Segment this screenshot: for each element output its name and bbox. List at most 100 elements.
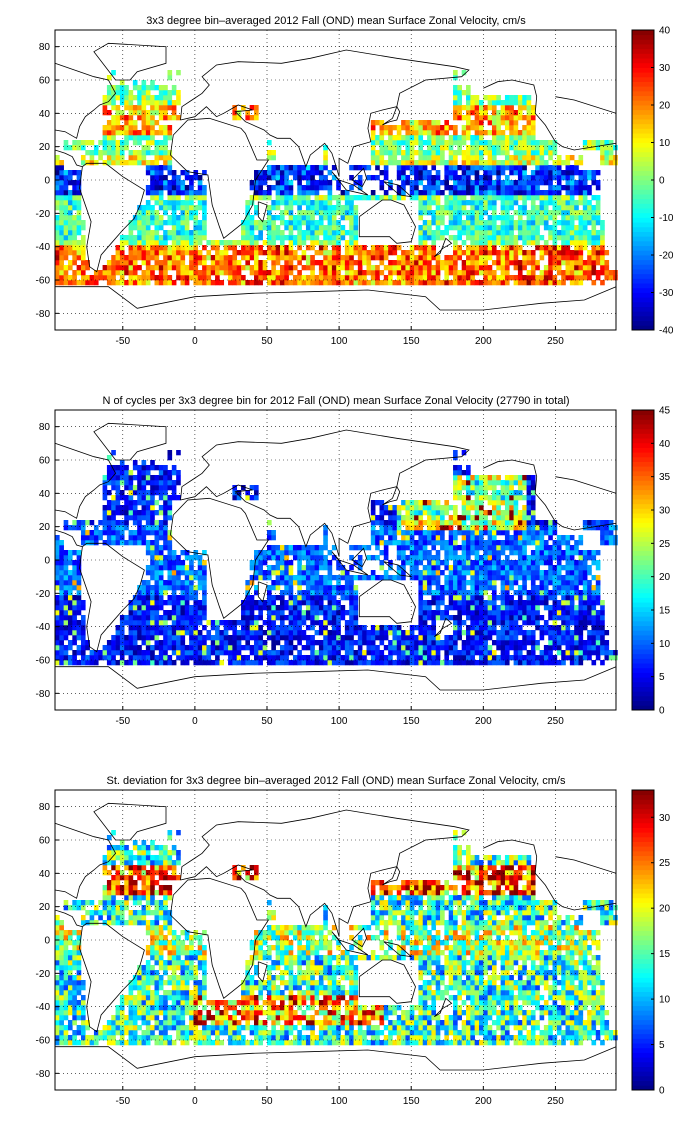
- heatmap-cell: [258, 245, 263, 250]
- heatmap-cell: [410, 540, 415, 545]
- heatmap-cell: [384, 130, 389, 135]
- heatmap-cell: [557, 180, 562, 185]
- heatmap-cell: [332, 280, 337, 285]
- heatmap-cell: [297, 615, 302, 620]
- heatmap-cell: [440, 145, 445, 150]
- heatmap-cell: [202, 280, 207, 285]
- heatmap-cell: [319, 250, 324, 255]
- heatmap-cell: [462, 185, 467, 190]
- heatmap-cell: [72, 270, 77, 275]
- heatmap-cell: [527, 120, 532, 125]
- heatmap-cell: [414, 625, 419, 630]
- heatmap-cell: [561, 185, 566, 190]
- colorbar-step: [632, 269, 654, 274]
- heatmap-cell: [59, 165, 64, 170]
- heatmap-cell: [371, 650, 376, 655]
- heatmap-cell: [129, 635, 134, 640]
- heatmap-cell: [332, 240, 337, 245]
- heatmap-cell: [475, 120, 480, 125]
- heatmap-cell: [111, 150, 116, 155]
- heatmap-cell: [81, 280, 86, 285]
- heatmap-cell: [397, 545, 402, 550]
- heatmap-cell: [180, 185, 185, 190]
- heatmap-cell: [254, 550, 259, 555]
- heatmap-cell: [358, 275, 363, 280]
- heatmap-cell: [163, 635, 168, 640]
- heatmap-cell: [129, 270, 134, 275]
- heatmap-cell: [436, 570, 441, 575]
- heatmap-cell: [111, 510, 116, 515]
- heatmap-cell: [535, 235, 540, 240]
- heatmap-cell: [332, 260, 337, 265]
- heatmap-cell: [354, 610, 359, 615]
- heatmap-cell: [462, 165, 467, 170]
- heatmap-cell: [55, 610, 60, 615]
- heatmap-cell: [159, 495, 164, 500]
- heatmap-cell: [172, 485, 177, 490]
- heatmap-cell: [431, 640, 436, 645]
- heatmap-cell: [570, 230, 575, 235]
- heatmap-cell: [146, 570, 151, 575]
- heatmap-cell: [176, 495, 181, 500]
- heatmap-cell: [397, 630, 402, 635]
- heatmap-cell: [302, 600, 307, 605]
- heatmap-cell: [146, 125, 151, 130]
- heatmap-cell: [64, 205, 69, 210]
- heatmap-cell: [358, 250, 363, 255]
- heatmap-cell: [163, 130, 168, 135]
- heatmap-cell: [167, 125, 172, 130]
- heatmap-cell: [345, 630, 350, 635]
- heatmap-cell: [150, 265, 155, 270]
- heatmap-cell: [167, 475, 172, 480]
- heatmap-cell: [302, 555, 307, 560]
- heatmap-cell: [224, 640, 229, 645]
- heatmap-cell: [367, 545, 372, 550]
- heatmap-cell: [59, 595, 64, 600]
- heatmap-cell: [150, 120, 155, 125]
- heatmap-cell: [323, 625, 328, 630]
- heatmap-cell: [423, 130, 428, 135]
- heatmap-cell: [302, 620, 307, 625]
- heatmap-cell: [423, 520, 428, 525]
- heatmap-cell: [150, 595, 155, 600]
- heatmap-cell: [427, 180, 432, 185]
- heatmap-cell: [310, 210, 315, 215]
- heatmap-cell: [548, 210, 553, 215]
- heatmap-cell: [310, 255, 315, 260]
- heatmap-cell: [492, 150, 497, 155]
- heatmap-cell: [72, 600, 77, 605]
- heatmap-cell: [107, 145, 112, 150]
- heatmap-cell: [462, 130, 467, 135]
- heatmap-cell: [198, 620, 203, 625]
- heatmap-cell: [254, 265, 259, 270]
- heatmap-cell: [133, 255, 138, 260]
- heatmap-cell: [496, 150, 501, 155]
- heatmap-cell: [142, 275, 147, 280]
- heatmap-cell: [423, 230, 428, 235]
- heatmap-cell: [453, 200, 458, 205]
- heatmap-cell: [254, 635, 259, 640]
- heatmap-cell: [457, 190, 462, 195]
- heatmap-cell: [492, 220, 497, 225]
- heatmap-cell: [449, 235, 454, 240]
- heatmap-cell: [397, 135, 402, 140]
- heatmap-cell: [146, 635, 151, 640]
- heatmap-cell: [401, 135, 406, 140]
- heatmap-cell: [68, 525, 73, 530]
- heatmap-cell: [371, 630, 376, 635]
- heatmap-cell: [146, 475, 151, 480]
- heatmap-cell: [574, 250, 579, 255]
- heatmap-cell: [518, 130, 523, 135]
- heatmap-cell: [189, 265, 194, 270]
- heatmap-cell: [124, 95, 129, 100]
- heatmap-cell: [245, 620, 250, 625]
- heatmap-cell: [496, 250, 501, 255]
- heatmap-cell: [544, 175, 549, 180]
- heatmap-cell: [470, 235, 475, 240]
- heatmap-cell: [427, 630, 432, 635]
- heatmap-cell: [228, 655, 233, 660]
- heatmap-cell: [237, 635, 242, 640]
- heatmap-cell: [379, 170, 384, 175]
- heatmap-cell: [159, 265, 164, 270]
- heatmap-cell: [163, 105, 168, 110]
